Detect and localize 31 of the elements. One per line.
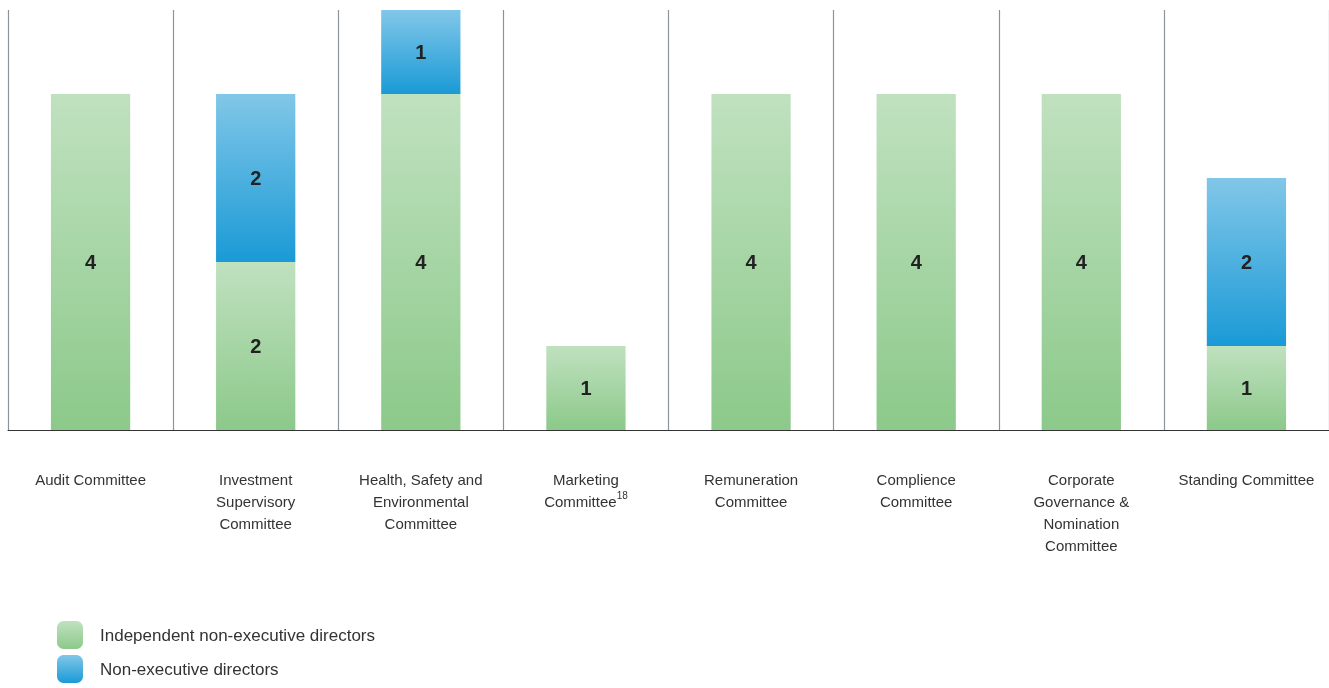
bar	[381, 94, 461, 430]
data-label: 2	[1240, 251, 1252, 273]
data-label: 4	[1075, 251, 1088, 273]
x-tick-label: Audit Committee	[35, 470, 146, 488]
x-tick-label: Health, Safety and Environmental Committee	[359, 470, 483, 532]
x-tick-label: Complience Committee	[876, 470, 956, 510]
data-label: 4	[910, 251, 923, 273]
data-label: 2	[250, 335, 262, 357]
x-tick-label: Remuneration Committee	[703, 470, 799, 510]
data-label: 2	[250, 167, 262, 189]
bar	[546, 346, 626, 430]
bar	[1206, 346, 1287, 430]
bar	[711, 94, 791, 430]
bar	[50, 94, 131, 430]
data-label: 4	[85, 251, 97, 273]
legend-label: Independent non-executive directors	[100, 625, 376, 645]
bar	[1041, 94, 1121, 430]
data-label: 4	[415, 251, 428, 273]
data-label: 1	[580, 377, 592, 399]
x-tick-label: Corporate Governance & Nomination Committee	[1033, 470, 1130, 554]
bar	[381, 10, 461, 94]
bar	[216, 94, 296, 262]
x-tick-label: Investment Supervisory Committee	[216, 470, 296, 532]
data-label: 1	[1240, 377, 1252, 399]
bar	[876, 94, 956, 430]
x-tick-label: Standing Committee	[1178, 470, 1315, 488]
data-label: 4	[745, 251, 758, 273]
bar	[1206, 178, 1287, 346]
bar	[216, 262, 296, 430]
legend-label: Non-executive directors	[100, 659, 279, 679]
data-label: 1	[415, 41, 427, 63]
